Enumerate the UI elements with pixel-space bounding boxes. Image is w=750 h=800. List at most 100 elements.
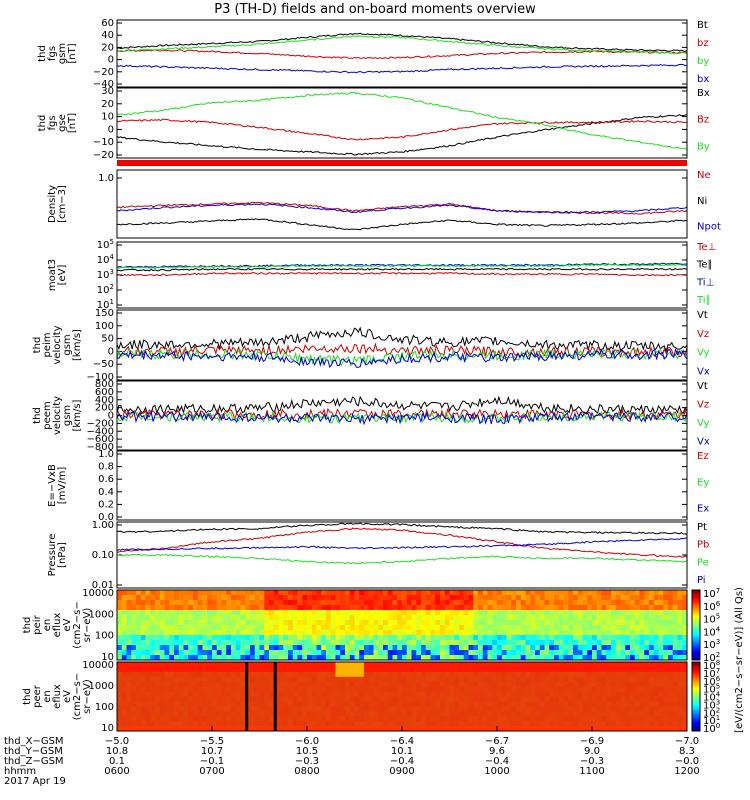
heatmap-cell [520,691,526,697]
heatmap-cell [506,595,512,601]
heatmap-cell [425,590,431,596]
heatmap-cell [302,645,308,651]
heatmap-cell [240,716,246,722]
heatmap-cell [254,640,260,646]
heatmap-cell [340,605,346,611]
heatmap-cell [430,590,436,596]
heatmap-cell [587,590,593,596]
heatmap-cell [634,605,640,611]
colorbar-cell [692,593,700,595]
heatmap-cell [349,595,355,601]
heatmap-cell [653,640,659,646]
heatmap-cell [577,655,583,661]
colorbar-cell [692,728,700,730]
heatmap-cell [563,650,569,656]
heatmap-cell [506,615,512,621]
heatmap-cell [240,701,246,707]
heatmap-cell [592,721,598,727]
heatmap-cell [140,620,146,626]
heatmap-cell [345,696,351,702]
heatmap-cell [292,615,298,621]
y-tick-label: 1.00 [92,520,114,531]
heatmap-cell [373,666,379,673]
heatmap-cell [672,716,678,722]
heatmap-cell [501,650,507,656]
heatmap-cell [164,650,170,656]
heatmap-cell [364,681,370,688]
heatmap-cell [383,640,389,646]
heatmap-cell [159,650,165,656]
heatmap-cell [544,696,550,702]
heatmap-cell [639,691,645,697]
heatmap-cell [188,610,194,616]
heatmap-cell [387,671,393,678]
heatmap-cell [558,590,564,596]
panel-efield: E=−VxB [mV/m] [47,450,688,521]
heatmap-cell [316,726,322,732]
series-Pb [116,527,688,558]
heatmap-cell [596,615,602,621]
colorbar-cell [692,689,700,691]
heatmap-cell [259,610,265,616]
heatmap-cell [468,711,474,717]
heatmap-cell [335,650,341,656]
y-axis-label: en [42,690,53,703]
heatmap-cell [188,595,194,601]
heatmap-cell [202,691,208,697]
heatmap-cell [159,701,165,707]
heatmap-cell [226,615,232,621]
colorbar-cell [692,620,700,622]
heatmap-cell [644,706,650,712]
heatmap-cell [150,620,156,626]
heatmap-cell [397,726,403,732]
heatmap-cell [240,595,246,601]
heatmap-cell [492,686,498,693]
y-tick-label: 10 [101,652,114,663]
heatmap-cell [497,625,503,631]
heatmap-cell [259,640,265,646]
heatmap-cell [663,620,669,626]
heatmap-cell [611,625,617,631]
heatmap-cell [554,676,560,683]
heatmap-cell [140,640,146,646]
heatmap-cell [478,666,484,673]
heatmap-cell [454,595,460,601]
heatmap-cell [639,686,645,693]
colorbar-cell [692,636,700,638]
heatmap-cell [440,600,446,606]
heatmap-cell [292,726,298,732]
legend-entry: by [697,56,709,67]
heatmap-cell [193,635,199,641]
heatmap-cell [663,701,669,707]
heatmap-cell [117,706,123,712]
heatmap-cell [392,681,398,688]
heatmap-cell [269,696,275,702]
heatmap-cell [311,681,317,688]
heatmap-cell [193,726,199,732]
heatmap-cell [444,686,450,693]
heatmap-cell [511,721,517,727]
heatmap-cell [264,610,270,616]
heatmap-cell [311,676,317,683]
heatmap-cell [668,650,674,656]
heatmap-cell [126,716,132,722]
heatmap-cell [582,600,588,606]
y-tick-label: 100 [95,631,114,642]
colorbar-cell [692,671,700,673]
heatmap-cell [121,671,127,678]
heatmap-cell [364,666,370,673]
colorbar-cell [692,666,700,668]
heatmap-cell [188,671,194,678]
heatmap-cell [216,696,222,702]
heatmap-cell [668,666,674,673]
heatmap-cell [278,615,284,621]
heatmap-cell [178,645,184,651]
heatmap-cell [558,605,564,611]
heatmap-cell [245,635,251,641]
heatmap-cell [136,650,142,656]
heatmap-cell [378,630,384,636]
heatmap-cell [516,650,522,656]
heatmap-cell [383,711,389,717]
heatmap-cell [264,681,270,688]
colorbar-cell [692,714,700,716]
